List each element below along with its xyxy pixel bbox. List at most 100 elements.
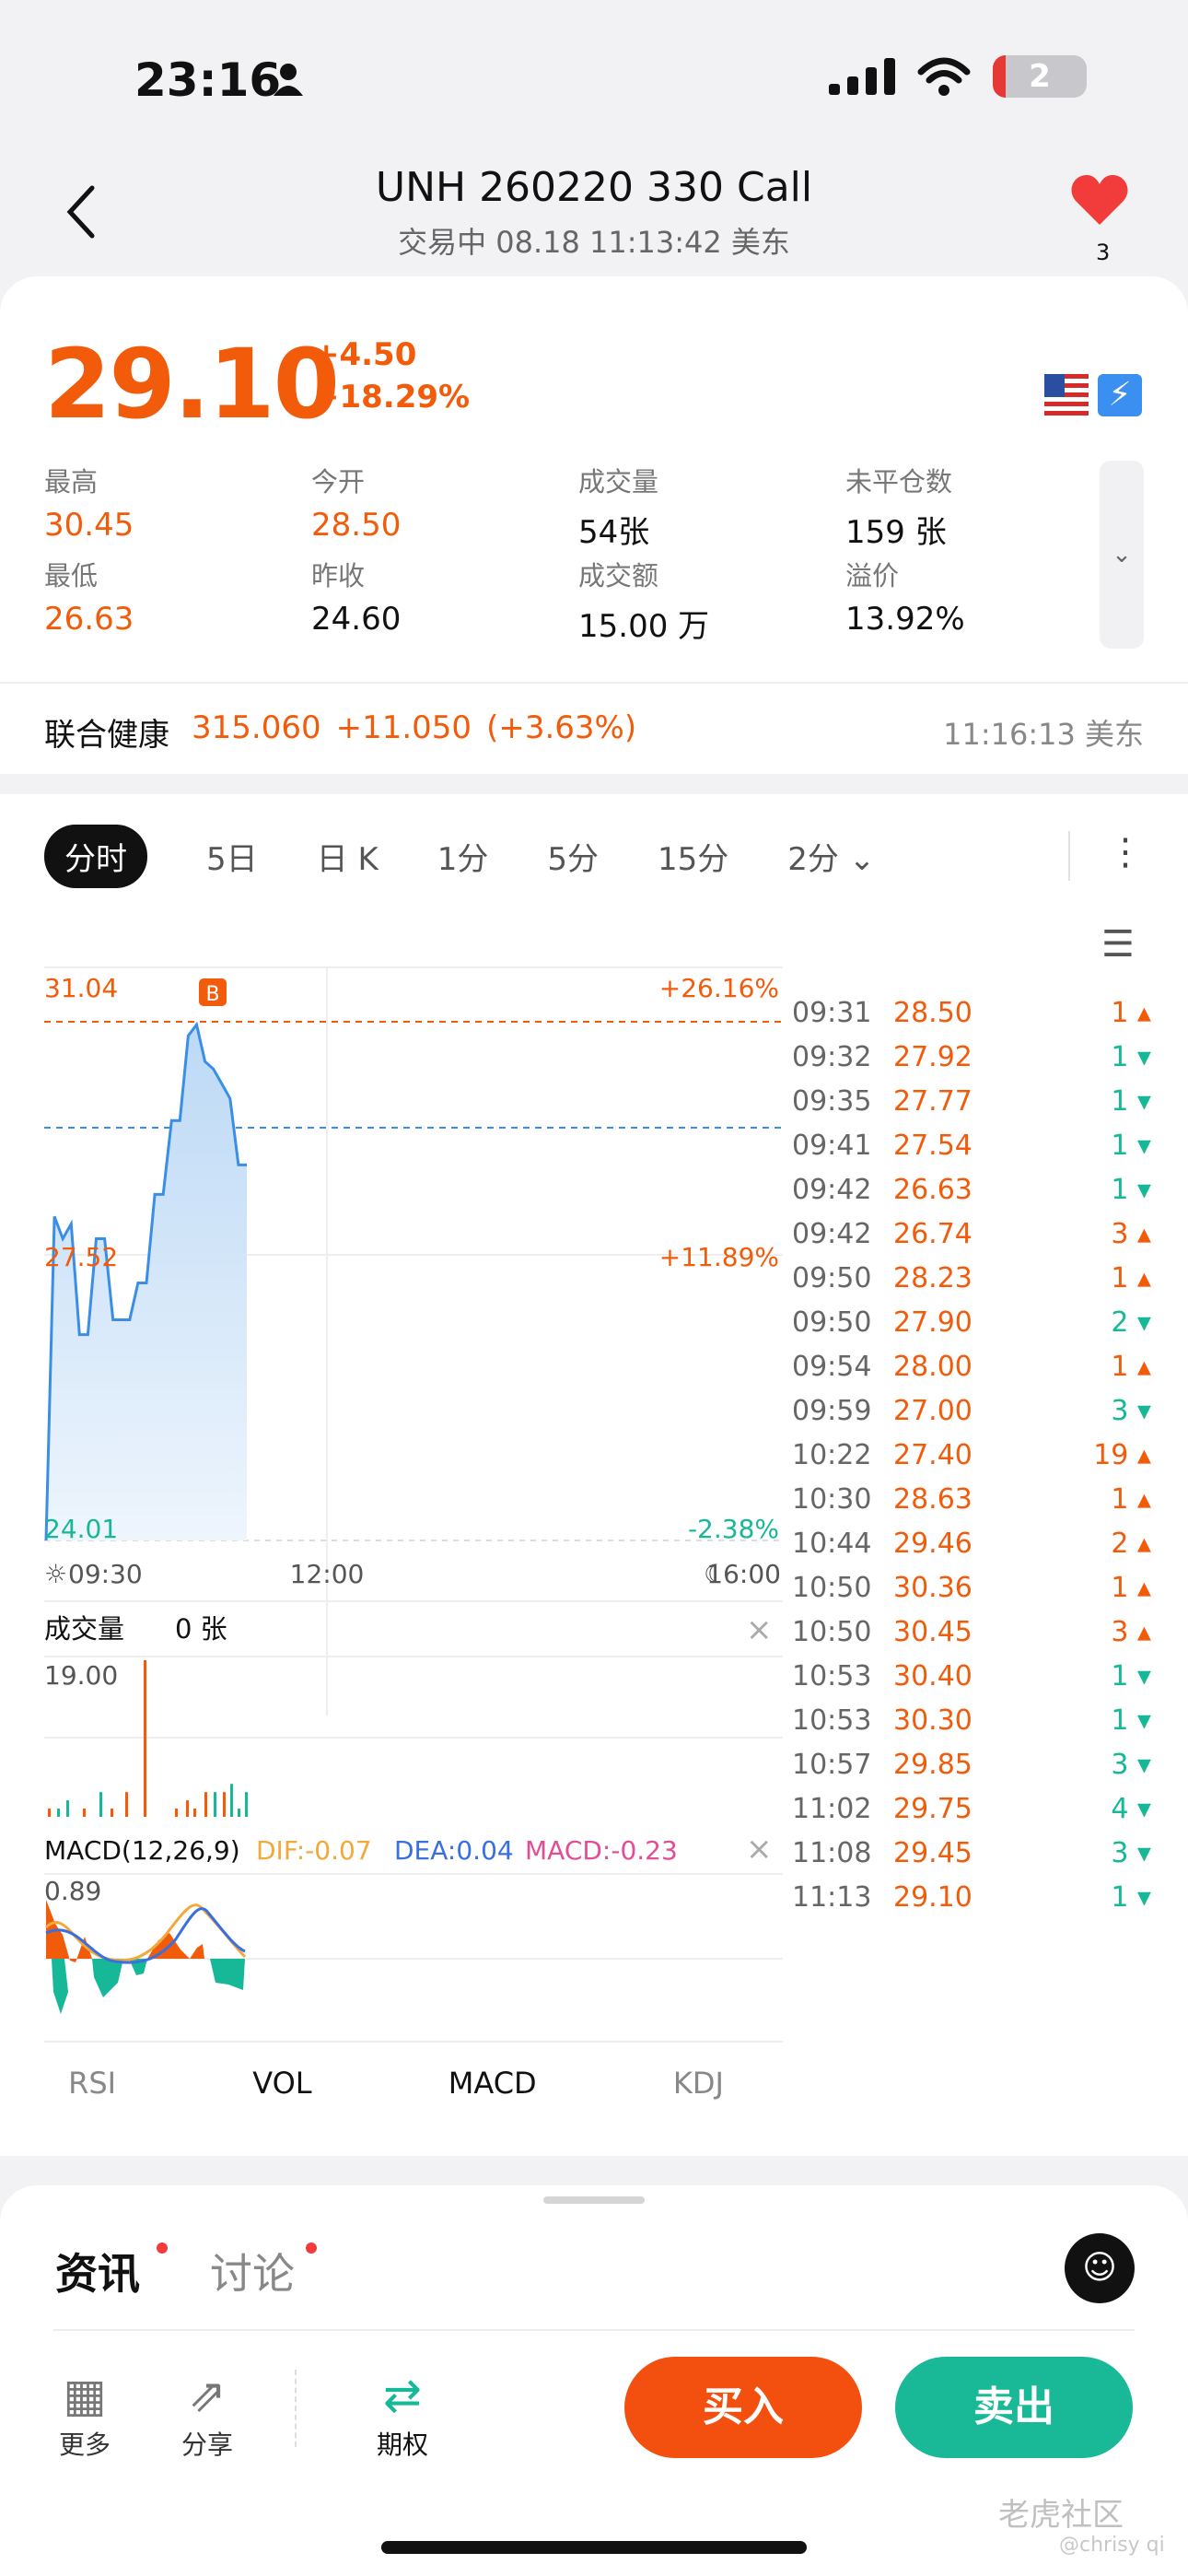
price-area — [46, 1025, 247, 1540]
volume-bar — [223, 1792, 226, 1817]
tick-qty: 1 ▾ — [1111, 1660, 1151, 1692]
volume-value: 0 张 — [175, 1613, 227, 1645]
tick-price: 27.92 — [893, 1041, 973, 1073]
battery-icon: 2 — [993, 55, 1087, 98]
tab-2min-dropdown[interactable]: 2分 ⌄ — [787, 840, 876, 878]
tick-qty: 19 ▴ — [1093, 1439, 1151, 1471]
price-change: +4.50 +18.29% — [313, 334, 470, 418]
status-bar: 23:16 2 — [0, 0, 1188, 157]
sheet-handle[interactable] — [543, 2196, 645, 2204]
tick-row: 10:22 27.40 19 ▴ — [792, 1439, 1160, 1476]
volume-bar — [144, 1660, 146, 1817]
tick-price: 28.00 — [893, 1351, 973, 1383]
tick-list-toggle-icon[interactable]: ☰ — [1101, 923, 1135, 966]
tick-row: 09:31 28.50 1 ▴ — [792, 997, 1160, 1034]
sell-button[interactable]: 卖出 — [895, 2357, 1133, 2458]
tick-row: 09:50 28.23 1 ▴ — [792, 1262, 1160, 1299]
underlying-change-pct: (+3.63%) — [486, 709, 637, 746]
tab-macd[interactable]: MACD — [448, 2066, 537, 2101]
y-label-high: 31.04 — [44, 973, 118, 1003]
tick-qty: 1 ▴ — [1111, 997, 1151, 1029]
tab-15min[interactable]: 15分 — [658, 840, 729, 878]
tick-price: 27.40 — [893, 1439, 973, 1471]
tick-price: 28.63 — [893, 1483, 973, 1516]
tick-qty: 3 ▴ — [1111, 1218, 1151, 1250]
more-vertical-icon[interactable]: ⋮ — [1107, 831, 1144, 873]
back-chevron-icon[interactable] — [64, 184, 98, 240]
volume-bar — [204, 1792, 207, 1817]
tick-qty: 1 ▴ — [1111, 1351, 1151, 1383]
stat-low: 最低 26.63 — [44, 560, 134, 638]
tick-price: 30.30 — [893, 1704, 973, 1737]
volume-bar — [83, 1809, 86, 1817]
volume-bar — [48, 1809, 51, 1817]
volume-bar — [193, 1809, 196, 1817]
robot-assistant-icon[interactable]: ☺ — [1065, 2233, 1135, 2303]
moon-icon: ☾ — [704, 1559, 727, 1589]
options-icon: ⇄ — [383, 2369, 422, 2422]
share-icon: ⇗ — [188, 2369, 227, 2422]
underlying-row[interactable]: 联合健康 315.060 +11.050 (+3.63%) — [44, 709, 636, 755]
indicator-tabs: RSI VOL MACD KDJ — [0, 2066, 792, 2101]
intraday-chart[interactable]: 31.04 27.52 24.01 +26.16% +11.89% -2.38%… — [0, 794, 792, 2158]
favorite-heart-icon[interactable] — [1070, 173, 1129, 227]
tab-vol[interactable]: VOL — [252, 2066, 312, 2101]
tick-price: 30.45 — [893, 1616, 973, 1648]
macd-dea: DEA:0.04 — [394, 1835, 514, 1866]
buy-button[interactable]: 买入 — [624, 2357, 862, 2458]
macd-ymax: 0.89 — [44, 1876, 101, 1906]
tick-row: 10:57 29.85 3 ▾ — [792, 1749, 1160, 1786]
tab-5day[interactable]: 5日 — [206, 840, 258, 878]
home-indicator[interactable] — [381, 2541, 807, 2554]
share-button[interactable]: ⇗ 分享 — [161, 2366, 253, 2462]
lightning-icon[interactable]: ⚡ — [1098, 374, 1142, 416]
news-badge-dot — [157, 2242, 168, 2254]
wifi-icon — [917, 57, 971, 96]
tick-row: 11:08 29.45 3 ▾ — [792, 1837, 1160, 1874]
tick-time: 11:08 — [792, 1837, 872, 1869]
signal-icon — [829, 58, 895, 95]
tick-qty: 4 ▾ — [1111, 1793, 1151, 1825]
tab-kdj[interactable]: KDJ — [672, 2066, 724, 2101]
change-amount: +4.50 — [313, 336, 417, 373]
options-button[interactable]: ⇄ 期权 — [356, 2366, 448, 2462]
tick-time: 10:53 — [792, 1704, 872, 1737]
watermark-user: @chrisy qi — [1059, 2534, 1165, 2557]
change-percent: +18.29% — [313, 379, 471, 416]
buy-marker-label: B — [205, 983, 219, 1006]
tick-price: 26.74 — [893, 1218, 973, 1250]
volume-bar — [99, 1792, 102, 1817]
tab-news[interactable]: 资讯 — [55, 2249, 140, 2299]
tick-time: 09:32 — [792, 1041, 872, 1073]
tabs-separator — [1068, 831, 1070, 881]
underlying-name: 联合健康 — [44, 717, 169, 754]
tick-price: 30.36 — [893, 1572, 973, 1604]
tick-time: 10:44 — [792, 1528, 872, 1560]
tab-1min[interactable]: 1分 — [437, 840, 489, 878]
tab-rsi[interactable]: RSI — [68, 2066, 117, 2101]
macd-dif: DIF:-0.07 — [256, 1835, 372, 1866]
volume-bar — [111, 1809, 113, 1817]
tick-row: 09:32 27.92 1 ▾ — [792, 1041, 1160, 1078]
expand-stats-chevron-icon[interactable]: ⌄ — [1100, 461, 1144, 649]
tab-5min[interactable]: 5分 — [547, 840, 600, 878]
more-button[interactable]: ▦ 更多 — [39, 2366, 131, 2462]
volume-title: 成交量 — [44, 1613, 124, 1645]
tick-time: 10:22 — [792, 1439, 872, 1471]
tick-row: 09:54 28.00 1 ▴ — [792, 1351, 1160, 1388]
tab-discussion[interactable]: 讨论 — [210, 2249, 295, 2299]
tick-price: 29.75 — [893, 1793, 973, 1825]
tab-intraday[interactable]: 分时 — [44, 824, 147, 888]
x-label-noon: 12:00 — [290, 1559, 365, 1589]
y-right-low: -2.38% — [688, 1514, 779, 1544]
volume-ymax: 19.00 — [44, 1660, 118, 1691]
tick-qty: 1 ▾ — [1111, 1704, 1151, 1737]
tick-time: 09:35 — [792, 1085, 872, 1118]
tick-price: 29.10 — [893, 1881, 973, 1914]
chart-card: 分时 5日 日 K 1分 5分 15分 2分 ⌄ ⋮ ☰ 31.04 27.52… — [0, 794, 1188, 2156]
volume-bar — [125, 1792, 128, 1817]
tick-qty: 1 ▾ — [1111, 1085, 1151, 1118]
tab-daily[interactable]: 日 K — [316, 840, 379, 878]
tick-qty: 1 ▾ — [1111, 1041, 1151, 1073]
tick-row: 09:50 27.90 2 ▾ — [792, 1306, 1160, 1343]
